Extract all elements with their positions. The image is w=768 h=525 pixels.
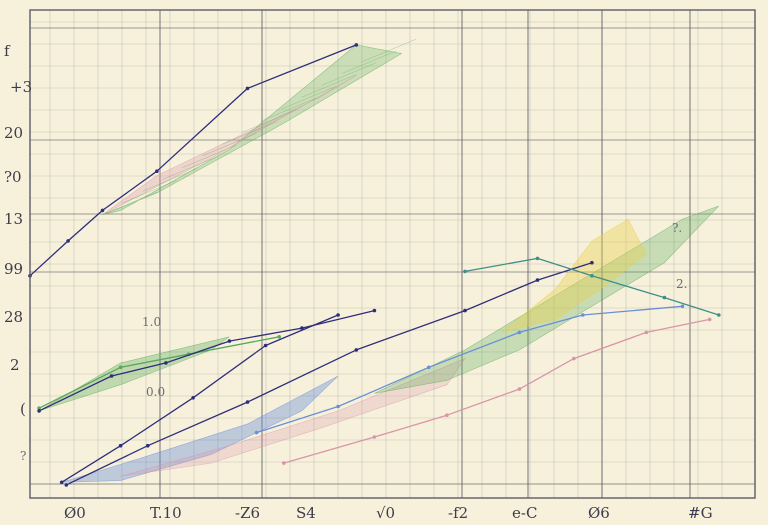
data-point <box>717 313 721 317</box>
data-point <box>445 413 449 418</box>
data-point <box>164 361 168 365</box>
data-point <box>336 404 340 409</box>
x-tick-label: T.10 <box>150 504 182 522</box>
data-point <box>155 169 159 173</box>
data-point <box>372 308 377 313</box>
data-point <box>662 295 667 300</box>
hatch-stroke <box>361 38 417 63</box>
data-point <box>245 400 250 404</box>
series-line <box>38 336 280 409</box>
y-tick-label: 2 <box>10 356 20 374</box>
data-point <box>463 308 467 313</box>
shaded-band <box>120 357 466 477</box>
data-point <box>354 43 359 47</box>
hatch-stroke <box>321 62 377 86</box>
data-point <box>282 461 286 465</box>
x-tick-label: S4 <box>296 504 316 522</box>
data-point <box>644 330 649 335</box>
data-point <box>517 387 522 391</box>
x-tick-label: e-C <box>512 504 537 522</box>
data-point <box>277 335 282 339</box>
data-point <box>118 443 123 448</box>
data-point <box>572 356 576 361</box>
shaded-band <box>102 75 357 216</box>
y-tick-label: 28 <box>4 308 23 326</box>
minor-label: ? <box>20 449 26 463</box>
y-tick-label: ( <box>20 400 26 418</box>
data-point <box>581 313 585 317</box>
x-tick-label: -f2 <box>448 504 468 522</box>
series-line <box>29 44 357 277</box>
data-point <box>66 239 70 243</box>
hatch-stroke <box>202 133 257 157</box>
y-tick-label: ?0 <box>4 168 22 186</box>
data-point <box>227 339 232 343</box>
hatch-stroke <box>182 144 237 168</box>
x-tick-label: #G <box>688 504 713 522</box>
series-line <box>255 305 684 434</box>
data-point <box>372 435 377 439</box>
data-point <box>517 330 522 335</box>
minor-label: 2. <box>676 277 687 291</box>
minor-labels: 1.0 0.0 ?. 2. ? <box>20 221 687 463</box>
data-point <box>118 365 123 370</box>
data-point <box>146 443 150 448</box>
hatch-stroke <box>222 121 277 145</box>
hatch-stroke <box>241 109 297 133</box>
data-point <box>263 343 268 348</box>
hatch-stroke <box>102 191 157 216</box>
data-point <box>191 396 195 400</box>
y-tick-label: 99 <box>4 260 23 278</box>
y-tick-label: +3 <box>10 78 32 96</box>
data-point <box>354 348 359 352</box>
data-point <box>463 269 467 274</box>
data-point <box>590 274 594 278</box>
shaded-band <box>501 218 647 333</box>
x-tick-label: Ø0 <box>64 504 86 522</box>
data-point <box>707 317 712 322</box>
minor-label: ?. <box>672 221 682 235</box>
y-tick-label: 13 <box>4 210 23 228</box>
data-point <box>535 278 540 282</box>
y-tick-labels: f +3 20 ?0 13 99 28 2 ( <box>4 42 32 418</box>
data-point <box>37 406 41 411</box>
shaded-band <box>61 375 339 483</box>
hatch-stroke <box>341 50 397 74</box>
data-point <box>590 260 594 265</box>
data-point <box>680 304 685 309</box>
data-point <box>109 374 114 378</box>
data-point <box>535 256 540 261</box>
x-tick-label: √0 <box>376 504 395 522</box>
minor-label: 1.0 <box>142 315 161 329</box>
x-tick-labels: Ø0 T.10 -Z6 S4 √0 -f2 e-C Ø6 #G <box>64 504 713 522</box>
data-point <box>64 483 69 487</box>
hatch-stroke <box>301 74 357 98</box>
shaded-band <box>374 205 719 394</box>
hatch-stroke <box>281 86 337 110</box>
minor-label: 0.0 <box>146 385 165 399</box>
data-point <box>37 409 41 413</box>
data-point <box>336 313 340 317</box>
y-tick-label: 20 <box>4 124 23 142</box>
y-tick-label: f <box>4 42 11 60</box>
hatch-stroke <box>261 97 317 121</box>
hatch-stroke <box>142 168 197 192</box>
data-point <box>100 208 105 213</box>
x-tick-label: Ø6 <box>588 504 610 522</box>
hatch-stroke <box>162 156 217 180</box>
data-point <box>300 326 304 330</box>
plot-frame <box>29 9 756 499</box>
data-point <box>245 86 250 91</box>
data-point <box>59 480 64 485</box>
hatch-stroke <box>122 180 177 204</box>
series-lines <box>28 38 721 487</box>
x-tick-label: -Z6 <box>235 504 260 522</box>
data-point <box>254 430 259 435</box>
data-point <box>427 365 431 370</box>
